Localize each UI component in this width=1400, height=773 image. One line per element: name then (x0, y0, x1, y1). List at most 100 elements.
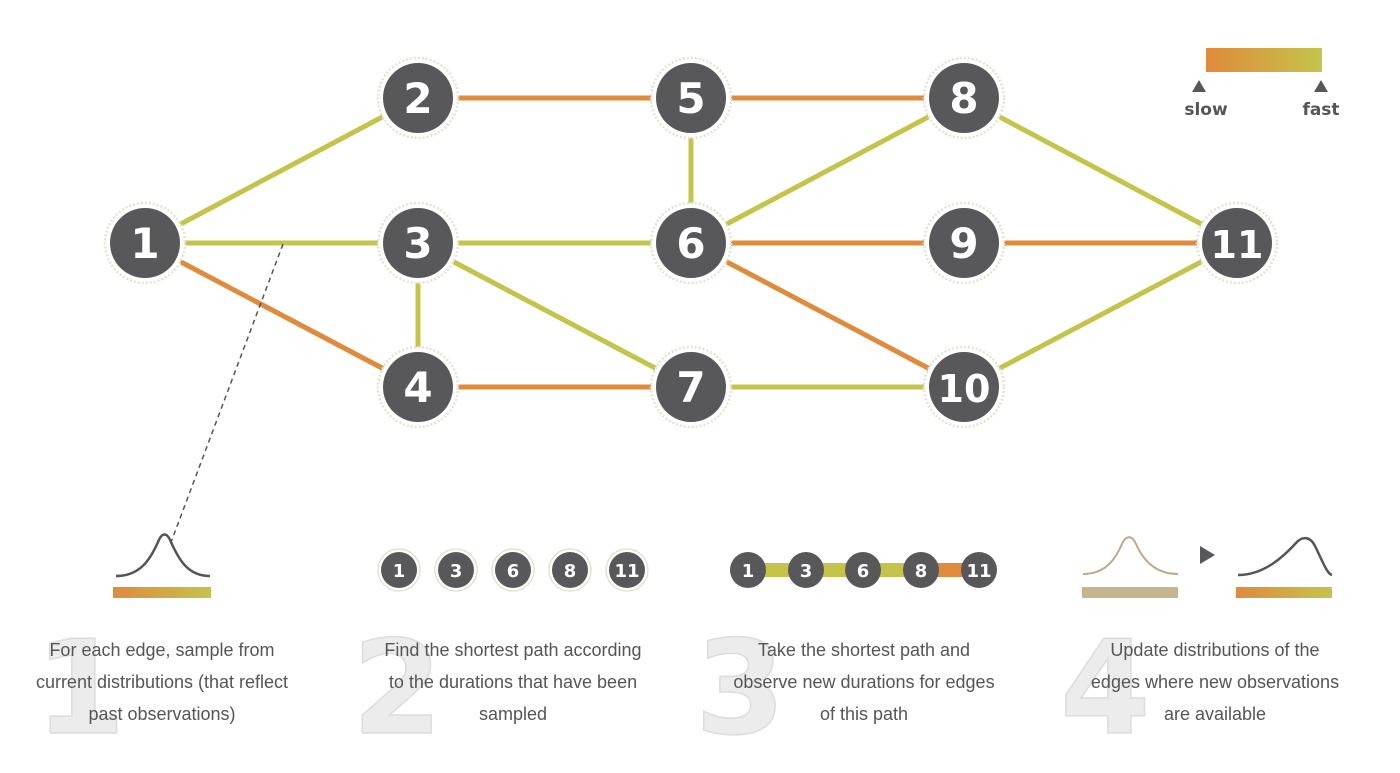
step-1-illustration (113, 533, 211, 598)
node-label: 10 (938, 367, 991, 411)
step-3-line-2: observe new durations for edges (733, 672, 995, 692)
path-node-label: 6 (507, 561, 520, 582)
step-1-line-3: past observations) (88, 704, 236, 724)
node-label: 8 (949, 74, 978, 123)
path-node-circle (438, 552, 474, 588)
step-1-line-1: For each edge, sample from (49, 640, 275, 660)
node-circle (1202, 208, 1272, 278)
fast-label: fast (1302, 100, 1339, 120)
observed-node-label: 3 (800, 561, 813, 582)
path-node-1: 1 (377, 548, 421, 592)
step-1-line-2: current distributions (that reflect (35, 672, 289, 692)
node-1: 1 (103, 201, 187, 285)
old-distribution-bar (1082, 587, 1178, 598)
node-label: 7 (676, 363, 705, 412)
sampled-speed-bar (113, 587, 211, 598)
speed-legend: slow fast (1184, 48, 1340, 120)
speed-legend-gradient-bar (1206, 48, 1322, 72)
step-2-line-1: Find the shortest path according (384, 640, 642, 660)
fast-marker-icon (1314, 80, 1328, 92)
node-circle (929, 208, 999, 278)
node-4: 4 (376, 345, 460, 429)
step-4-illustration (1082, 536, 1333, 598)
node-circle (656, 63, 726, 133)
step-2-line-3: sampled (478, 704, 548, 724)
node-circle (383, 63, 453, 133)
node-circle (929, 352, 999, 422)
observed-node-circle (845, 552, 881, 588)
node-8: 8 (922, 56, 1006, 140)
step-4-line-3: are available (1163, 704, 1267, 724)
observed-node-6: 6 (845, 552, 881, 588)
step-number-3: 3 (695, 612, 785, 764)
step-3-description: Take the shortest path and observe new d… (714, 634, 1014, 730)
observed-node-1: 1 (730, 552, 766, 588)
node-3: 3 (376, 201, 460, 285)
node-6: 6 (649, 201, 733, 285)
observed-node-label: 1 (742, 561, 755, 582)
path-node-circle (381, 552, 417, 588)
step-2-line-2: to the durations that have been (388, 672, 638, 692)
edge-10-11 (962, 240, 1239, 390)
path-node-8: 8 (548, 548, 592, 592)
step-number-4: 4 (1060, 612, 1150, 764)
observed-node-label: 11 (966, 561, 991, 582)
node-label: 4 (403, 363, 432, 412)
observed-node-label: 6 (857, 561, 870, 582)
node-label: 6 (676, 219, 705, 268)
arrow-right-icon (1200, 546, 1215, 564)
path-node-circle (552, 552, 588, 588)
node-9: 9 (922, 201, 1006, 285)
node-circle (110, 208, 180, 278)
edge-6-8 (689, 95, 966, 246)
step-3-line-1: Take the shortest path and (757, 640, 971, 660)
observed-node-circle (903, 552, 939, 588)
path-node-11: 11 (605, 548, 649, 592)
node-circle (929, 63, 999, 133)
path-node-label: 1 (393, 561, 406, 582)
node-5: 5 (649, 56, 733, 140)
node-10: 10 (922, 345, 1006, 429)
path-node-label: 8 (564, 561, 577, 582)
observed-node-circle (730, 552, 766, 588)
slow-label: slow (1184, 100, 1228, 120)
step-number-1: 1 (35, 612, 125, 764)
current-distribution-curve (115, 533, 211, 578)
step-4-description: Update distributions of the edges where … (1065, 634, 1365, 730)
step-numbers: 1 2 3 4 (34, 611, 1151, 765)
path-node-6: 6 (491, 548, 535, 592)
graph-nodes: 1 2 3 4 5 6 7 8 9 10 11 (103, 56, 1279, 429)
node-label: 11 (1211, 223, 1264, 267)
step-4-line-1: Update distributions of the (1110, 640, 1320, 660)
slow-marker-icon (1192, 80, 1206, 92)
path-node-label: 11 (614, 561, 639, 582)
edge-8-11 (962, 95, 1239, 246)
node-label: 9 (949, 219, 978, 268)
step-number-2: 2 (352, 612, 442, 764)
path-node-3: 3 (434, 548, 478, 592)
edge-1-2 (143, 95, 420, 246)
updated-distribution-bar (1236, 587, 1332, 598)
path-node-label: 3 (450, 561, 463, 582)
node-circle (383, 208, 453, 278)
observed-node-11: 11 (961, 552, 997, 588)
node-11: 11 (1195, 201, 1279, 285)
node-label: 3 (403, 219, 432, 268)
sample-pointer-line (169, 243, 284, 546)
node-label: 2 (403, 74, 432, 123)
node-circle (656, 352, 726, 422)
edge-1-4 (143, 240, 420, 390)
edge-6-10 (689, 240, 966, 390)
edge-3-7 (416, 240, 693, 390)
node-circle (656, 208, 726, 278)
old-distribution-curve (1082, 536, 1179, 575)
node-label: 5 (676, 74, 705, 123)
observed-node-circle (788, 552, 824, 588)
step-1-description: For each edge, sample from current distr… (12, 634, 312, 730)
node-7: 7 (649, 345, 733, 429)
node-label: 1 (130, 219, 159, 268)
path-node-circle (609, 552, 645, 588)
step-2-description: Find the shortest path according to the … (363, 634, 663, 730)
node-circle (383, 352, 453, 422)
